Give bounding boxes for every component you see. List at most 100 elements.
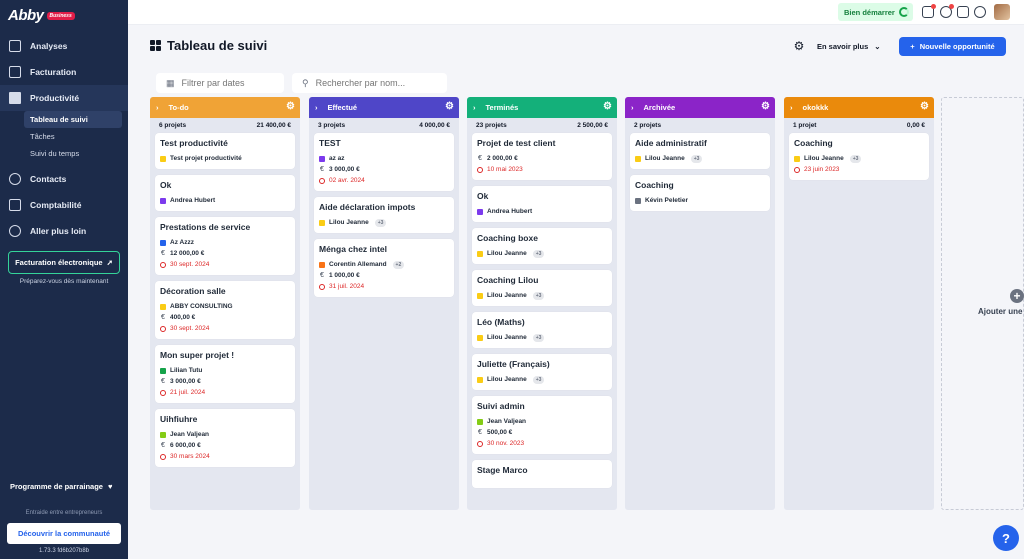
chevron-right-icon: › [315, 103, 318, 112]
new-opportunity-button[interactable]: + Nouvelle opportunité [899, 37, 1006, 56]
project-card[interactable]: Aide administratif Lilou Jeanne +3 [630, 133, 770, 169]
more-clients-badge: +3 [532, 291, 545, 300]
card-client-name: Kévin Peletier [645, 197, 688, 204]
euro-icon: € [161, 250, 165, 257]
gear-icon[interactable]: ⚙ [445, 101, 454, 112]
project-card[interactable]: Coaching Lilou Lilou Jeanne +3 [472, 270, 612, 306]
clock-icon [160, 261, 166, 268]
project-card[interactable]: Ménga chez intel Corentin Allemand +2 € … [314, 239, 454, 297]
date-filter-input[interactable] [181, 78, 299, 88]
card-client-name: ABBY CONSULTING [170, 303, 233, 310]
community-button[interactable]: Découvrir la communauté [7, 523, 121, 544]
megaphone-icon[interactable] [922, 4, 936, 18]
card-client-name: Lilou Jeanne [487, 334, 527, 341]
search-box[interactable]: ⚲ [292, 73, 447, 93]
gear-icon[interactable]: ⚙ [603, 101, 612, 112]
column-meta: 1 projet 0,00 € [784, 118, 934, 133]
sidebar-item-label: Contacts [30, 174, 67, 184]
card-date-value: 23 juin 2023 [804, 166, 840, 173]
gear-icon[interactable] [974, 6, 986, 18]
card-title: Décoration salle [160, 286, 226, 296]
sidebar-item-contacts[interactable]: Contacts [0, 166, 128, 192]
client-icon [477, 250, 483, 257]
sidebar-item-analyses[interactable]: Analyses [0, 33, 128, 59]
client-icon [160, 431, 166, 438]
project-card[interactable]: Prestations de service Az Azzz € 12 000,… [155, 217, 295, 275]
more-clients-badge: +3 [532, 375, 545, 384]
project-card[interactable]: Mon super projet ! Lilian Tutu € 3 000,0… [155, 345, 295, 403]
avatar[interactable] [994, 4, 1010, 20]
card-due-date: 23 juin 2023 [794, 164, 924, 175]
more-clients-badge: +3 [690, 154, 703, 163]
column-title: Archivée [643, 103, 676, 112]
project-card[interactable]: Léo (Maths) Lilou Jeanne +3 [472, 312, 612, 348]
get-started-button[interactable]: Bien démarrer [838, 3, 913, 21]
column-total: 4 000,00 € [419, 122, 450, 129]
sidebar-item-comptabilite[interactable]: Comptabilité [0, 192, 128, 218]
card-due-date: 10 mai 2023 [477, 164, 607, 175]
card-title: Coaching [635, 180, 674, 190]
card-due-date: 30 sept. 2024 [160, 323, 290, 334]
gear-icon[interactable]: ⚙ [920, 101, 929, 112]
card-amount-value: 12 000,00 € [170, 250, 205, 257]
project-card[interactable]: Décoration salle ABBY CONSULTING € 400,0… [155, 281, 295, 339]
sidebar-item-aller-plus-loin[interactable]: Aller plus loin [0, 218, 128, 244]
column-header[interactable]: › Effectué ⚙ [309, 97, 459, 118]
referral-link[interactable]: Programme de parrainage ♥ [10, 482, 112, 491]
client-icon [319, 261, 325, 268]
search-icon: ⚲ [302, 77, 309, 88]
project-card[interactable]: Ok Andrea Hubert [155, 175, 295, 211]
gear-icon[interactable]: ⚙ [286, 101, 295, 112]
project-card[interactable]: Coaching Lilou Jeanne +3 23 juin 2023 [789, 133, 929, 180]
card-title: Coaching [794, 138, 833, 148]
search-input[interactable] [315, 78, 436, 88]
project-card[interactable]: Coaching boxe Lilou Jeanne +3 [472, 228, 612, 264]
gear-icon[interactable]: ⚙ [761, 101, 770, 112]
learn-more-button[interactable]: En savoir plus ⌄ [817, 37, 881, 55]
sidebar-subitem-taches[interactable]: Tâches [30, 132, 55, 141]
project-card[interactable]: TEST az az € 3 000,00 € 02 avr. 2024 [314, 133, 454, 191]
project-card[interactable]: Aide déclaration impots Lilou Jeanne +3 [314, 197, 454, 233]
board-settings-button[interactable]: ⚙ [789, 37, 809, 55]
card-client-name: Az Azzz [170, 239, 194, 246]
project-card[interactable]: Stage Marco [472, 460, 612, 488]
project-card[interactable]: Juliette (Français) Lilou Jeanne +3 [472, 354, 612, 390]
card-client: Lilou Jeanne +3 [477, 332, 607, 343]
card-amount-value: 3 000,00 € [329, 166, 360, 173]
column-header[interactable]: › okokkk ⚙ [784, 97, 934, 118]
logo[interactable]: Abby Business [8, 7, 75, 24]
add-column-area[interactable]: + Ajouter une [941, 97, 1024, 510]
clock-icon [160, 453, 166, 460]
project-card[interactable]: Coaching Kévin Peletier [630, 175, 770, 211]
project-card[interactable]: Uihfiuhre Jean Valjean € 6 000,00 € 30 m… [155, 409, 295, 467]
help-button[interactable]: ? [993, 525, 1019, 551]
sidebar-item-facturation[interactable]: Facturation [0, 59, 128, 85]
add-column-label: Ajouter une [978, 307, 1023, 316]
column-total: 0,00 € [906, 122, 925, 129]
project-card[interactable]: Ok Andrea Hubert [472, 186, 612, 222]
card-client: Andrea Hubert [477, 206, 607, 217]
sidebar-item-productivite[interactable]: Productivité [0, 85, 128, 111]
document-icon [9, 66, 21, 78]
project-card[interactable]: Projet de test client € 2 000,00 € 10 ma… [472, 133, 612, 180]
column-header[interactable]: › Archivée ⚙ [625, 97, 775, 118]
project-card[interactable]: Suivi admin Jean Valjean € 500,00 € 30 n… [472, 396, 612, 454]
sidebar-subitem-tableau-de-suivi[interactable]: Tableau de suivi [24, 111, 122, 128]
more-clients-badge: +2 [392, 260, 405, 269]
heart-icon: ♥ [107, 482, 113, 491]
column-title: Terminés [485, 103, 519, 112]
card-client: Lilou Jeanne +3 [477, 248, 607, 259]
sidebar-subitem-suivi-du-temps[interactable]: Suivi du temps [30, 149, 80, 158]
lightbulb-icon[interactable] [940, 4, 954, 18]
sidebar: Abby Business Analyses Facturation Produ… [0, 0, 128, 559]
date-filter[interactable]: ▦ [156, 73, 299, 93]
project-card[interactable]: Test productivité Test projet productivi… [155, 133, 295, 169]
euro-icon: € [320, 272, 324, 279]
column-header[interactable]: › To-do ⚙ [150, 97, 300, 118]
card-amount-value: 6 000,00 € [170, 442, 201, 449]
add-column-plus-icon[interactable]: + [1010, 289, 1024, 303]
more-clients-badge: +3 [374, 218, 387, 227]
column-header[interactable]: › Terminés ⚙ [467, 97, 617, 118]
e-invoicing-button[interactable]: Facturation électronique ➚ [8, 251, 120, 274]
calendar-icon[interactable] [957, 6, 969, 18]
